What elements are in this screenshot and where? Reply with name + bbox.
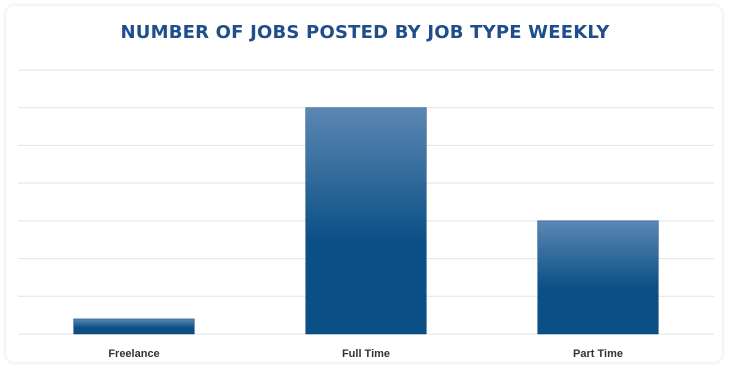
x-tick-label: Part Time [573, 348, 623, 360]
x-tick-label: Freelance [108, 348, 159, 360]
chart-title: NUMBER OF JOBS POSTED BY JOB TYPE WEEKLY [120, 22, 610, 43]
x-tick-label: Full Time [342, 348, 390, 360]
category-labels: Freelance Full Time Part Time [108, 348, 623, 360]
bar-freelance [73, 318, 195, 335]
bars [73, 107, 659, 335]
bar-part-time [537, 220, 659, 335]
bar-full-time [305, 107, 427, 335]
